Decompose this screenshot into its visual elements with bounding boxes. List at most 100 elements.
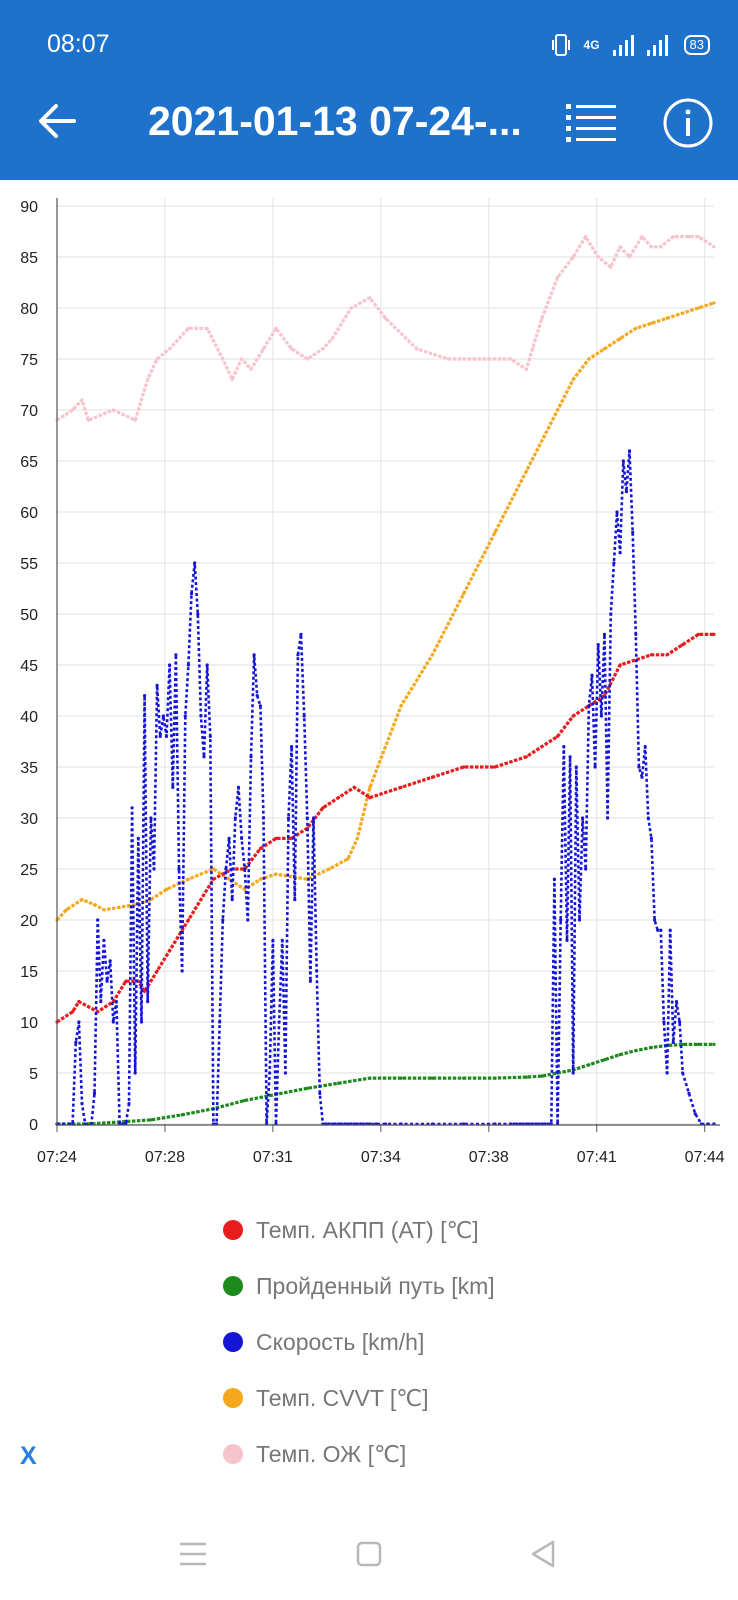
close-button[interactable]: X bbox=[20, 1442, 37, 1470]
arrow-left-icon[interactable] bbox=[36, 100, 78, 142]
data-point bbox=[196, 612, 200, 616]
data-point bbox=[102, 938, 106, 943]
data-point bbox=[556, 734, 560, 739]
data-point bbox=[218, 1020, 222, 1024]
data-point bbox=[186, 877, 190, 881]
nav-bar bbox=[0, 1535, 738, 1600]
data-point bbox=[674, 1000, 679, 1004]
legend-item-distance[interactable]: Пройденный путь [km] bbox=[223, 1266, 495, 1306]
status-icons: 4G 83 bbox=[550, 30, 710, 60]
legend-item-cvvt[interactable]: Темп. CVVT [℃] bbox=[223, 1378, 429, 1418]
data-point bbox=[99, 1000, 103, 1004]
data-point bbox=[656, 928, 660, 932]
signal-icon-2 bbox=[646, 35, 668, 56]
data-point bbox=[696, 235, 701, 239]
list-icon[interactable] bbox=[566, 102, 616, 144]
data-point bbox=[565, 938, 569, 943]
legend-item-coolant[interactable]: Темп. ОЖ [℃] bbox=[223, 1434, 406, 1474]
data-point bbox=[124, 979, 128, 983]
data-point bbox=[261, 347, 266, 351]
data-point bbox=[96, 918, 100, 922]
data-point bbox=[643, 745, 647, 749]
data-point bbox=[640, 775, 644, 779]
data-point bbox=[274, 326, 278, 330]
legend-label: Пройденный путь [km] bbox=[256, 1272, 495, 1299]
info-icon[interactable] bbox=[662, 97, 714, 149]
data-point bbox=[186, 918, 190, 922]
y-tick-label: 80 bbox=[20, 301, 38, 318]
data-point bbox=[649, 1045, 654, 1050]
data-point bbox=[346, 857, 350, 861]
data-point bbox=[246, 918, 250, 922]
data-point bbox=[399, 785, 403, 790]
data-point bbox=[127, 1102, 131, 1106]
data-point bbox=[155, 357, 159, 361]
data-point bbox=[71, 408, 75, 412]
data-point bbox=[321, 347, 325, 351]
data-point bbox=[261, 816, 266, 820]
data-point bbox=[80, 398, 84, 402]
y-tick-label: 65 bbox=[20, 454, 38, 471]
data-point bbox=[599, 714, 604, 718]
data-point bbox=[493, 1076, 497, 1080]
data-point bbox=[681, 311, 685, 315]
data-point bbox=[712, 1042, 716, 1046]
data-point bbox=[646, 816, 650, 820]
data-point bbox=[659, 928, 663, 932]
data-point bbox=[671, 1040, 675, 1044]
data-point bbox=[552, 877, 557, 881]
data-point bbox=[161, 714, 165, 718]
data-point bbox=[174, 653, 178, 657]
data-point bbox=[205, 326, 209, 330]
data-point bbox=[430, 1076, 434, 1080]
y-tick-label: 10 bbox=[20, 1015, 38, 1032]
series-0 bbox=[55, 235, 716, 422]
data-point bbox=[268, 1071, 272, 1075]
legend-dot bbox=[223, 1332, 243, 1352]
data-point bbox=[77, 1000, 81, 1004]
data-point bbox=[712, 245, 716, 249]
back-triangle-icon[interactable] bbox=[530, 1540, 556, 1568]
legend-item-at-temp[interactable]: Темп. АКПП (АТ) [℃] bbox=[223, 1210, 479, 1250]
data-point bbox=[271, 938, 275, 943]
data-point bbox=[146, 1000, 150, 1004]
data-point bbox=[193, 561, 197, 565]
data-point bbox=[308, 979, 312, 983]
data-point bbox=[634, 632, 638, 636]
data-point bbox=[327, 867, 331, 871]
data-point bbox=[305, 1086, 309, 1090]
data-point bbox=[240, 357, 244, 361]
data-point bbox=[305, 816, 309, 820]
x-tick-label: 07:24 bbox=[37, 1149, 77, 1166]
data-point bbox=[399, 704, 403, 708]
data-point bbox=[577, 918, 582, 922]
series-3 bbox=[55, 1042, 716, 1126]
data-point bbox=[653, 918, 657, 922]
y-tick-label: 55 bbox=[20, 556, 38, 573]
home-icon[interactable] bbox=[356, 1541, 382, 1567]
data-point bbox=[712, 632, 716, 636]
data-point bbox=[678, 1020, 682, 1024]
data-point bbox=[155, 683, 159, 687]
menu-icon[interactable] bbox=[179, 1542, 207, 1566]
data-point bbox=[164, 887, 169, 892]
data-point bbox=[108, 959, 112, 963]
legend-item-speed[interactable]: Скорость [km/h] bbox=[223, 1322, 424, 1362]
data-point bbox=[258, 847, 262, 851]
legend-dot bbox=[223, 1388, 243, 1408]
data-point bbox=[77, 1020, 81, 1024]
data-point bbox=[149, 816, 153, 820]
data-point bbox=[627, 449, 632, 453]
data-point bbox=[556, 275, 560, 279]
data-point bbox=[509, 357, 513, 361]
data-point bbox=[571, 377, 575, 381]
data-point bbox=[136, 836, 140, 841]
data-point bbox=[221, 918, 225, 922]
data-point bbox=[562, 745, 566, 749]
data-point bbox=[540, 1074, 544, 1078]
series-line bbox=[56, 235, 715, 422]
data-point bbox=[584, 235, 588, 239]
line-chart[interactable]: 0 5 10 15 20 25 30 35 40 45 50 55 60 65 70 75 80 85 90 07:2… bbox=[0, 180, 738, 1200]
data-point bbox=[230, 898, 234, 902]
y-tick-label: 0 bbox=[29, 1117, 38, 1134]
